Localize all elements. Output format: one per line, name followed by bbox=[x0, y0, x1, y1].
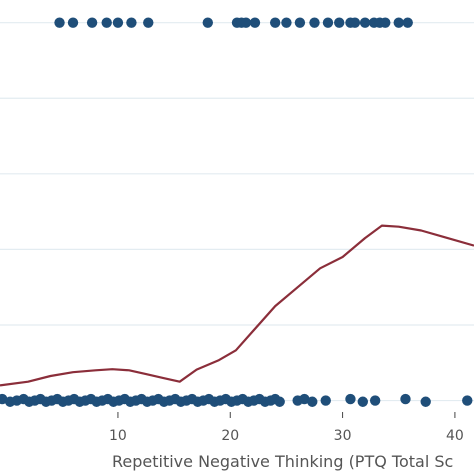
point-y1-0 bbox=[54, 17, 65, 28]
point-y1-2 bbox=[86, 17, 98, 28]
x-axis: 10 20 30 40 bbox=[109, 412, 464, 444]
x-axis-title: Repetitive Negative Thinking (PTQ Total … bbox=[112, 452, 453, 471]
point-y1-6 bbox=[143, 17, 154, 28]
point-y0-59 bbox=[462, 395, 473, 406]
x-tick-label-0: 10 bbox=[109, 428, 127, 444]
x-tick-label-2: 30 bbox=[334, 428, 352, 444]
point-y1-20 bbox=[359, 17, 371, 28]
point-y0-49 bbox=[274, 396, 285, 407]
x-tick-label-3: 40 bbox=[446, 428, 464, 444]
point-y0-54 bbox=[345, 393, 356, 405]
point-y1-5 bbox=[126, 17, 137, 28]
point-y1-17 bbox=[334, 17, 345, 28]
point-y1-7 bbox=[202, 17, 213, 28]
point-y1-1 bbox=[67, 17, 79, 28]
point-y1-16 bbox=[322, 17, 334, 28]
point-y1-3 bbox=[101, 17, 112, 28]
point-y0-51 bbox=[299, 393, 310, 405]
grid-lines bbox=[0, 22, 474, 402]
point-y1-25 bbox=[402, 17, 413, 28]
point-y1-23 bbox=[380, 17, 391, 28]
data-points bbox=[0, 17, 473, 407]
point-y1-12 bbox=[269, 17, 281, 28]
point-y0-52 bbox=[307, 396, 318, 407]
point-y0-56 bbox=[369, 395, 381, 406]
x-tick-label-1: 20 bbox=[221, 428, 239, 444]
point-y1-10 bbox=[240, 17, 252, 28]
fitted-curve bbox=[0, 224, 474, 387]
point-y0-58 bbox=[420, 396, 431, 407]
point-y1-19 bbox=[349, 17, 361, 28]
point-y0-55 bbox=[357, 396, 369, 407]
point-y0-53 bbox=[320, 395, 331, 406]
point-y1-24 bbox=[393, 17, 404, 28]
point-y1-14 bbox=[294, 17, 306, 28]
fitted-curve-line bbox=[0, 224, 474, 387]
point-y1-4 bbox=[112, 17, 124, 28]
point-y1-11 bbox=[249, 17, 261, 28]
point-y1-15 bbox=[309, 17, 320, 28]
point-y1-13 bbox=[281, 17, 292, 28]
point-y0-57 bbox=[400, 393, 411, 405]
